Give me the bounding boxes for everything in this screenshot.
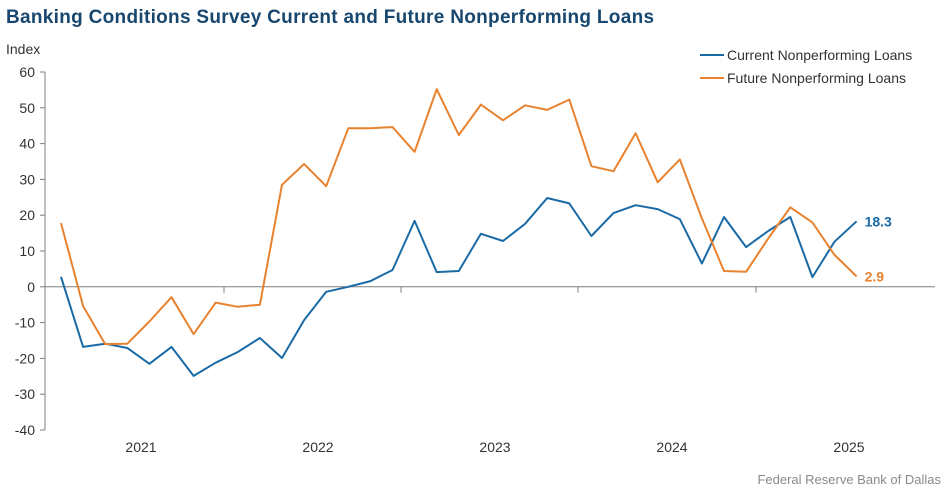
chart-legend: Current Nonperforming Loans Future Nonper… (700, 47, 912, 86)
chart-axes: -40 -30 -20 -10 0 10 20 30 40 50 60 2021 2022 2023 202… (15, 64, 935, 455)
legend-label: Current Nonperforming Loans (727, 47, 912, 63)
y-tick-label: -40 (15, 422, 35, 438)
y-tick-label: 50 (19, 100, 35, 116)
chart-lines (60, 88, 858, 377)
x-tick-label: 2023 (479, 439, 510, 455)
end-value-label: 2.9 (865, 268, 885, 284)
x-tick-label: 2024 (656, 439, 687, 455)
x-tick-label: 2025 (833, 439, 864, 455)
series-line-current-nonperforming-loans (60, 197, 858, 377)
y-tick-label: -30 (15, 386, 35, 402)
legend-label: Future Nonperforming Loans (727, 70, 906, 86)
source-note: Federal Reserve Bank of Dallas (757, 472, 941, 487)
series-line-future-nonperforming-loans (60, 88, 858, 346)
end-value-label: 18.3 (865, 213, 892, 229)
chart-end-labels: 18.3 2.9 (865, 213, 892, 284)
x-tick-label: 2021 (125, 439, 156, 455)
x-tick-label: 2022 (302, 439, 333, 455)
y-tick-label: 30 (19, 171, 35, 187)
y-tick-label: 40 (19, 136, 35, 152)
y-tick-label: 0 (27, 279, 35, 295)
y-tick-label: -10 (15, 315, 35, 331)
y-tick-label: 10 (19, 243, 35, 259)
y-axis-label: Index (6, 41, 41, 57)
y-tick-label: -20 (15, 350, 35, 366)
y-tick-label: 60 (19, 64, 35, 80)
chart-title: Banking Conditions Survey Current and Fu… (6, 7, 655, 28)
y-tick-label: 20 (19, 207, 35, 223)
